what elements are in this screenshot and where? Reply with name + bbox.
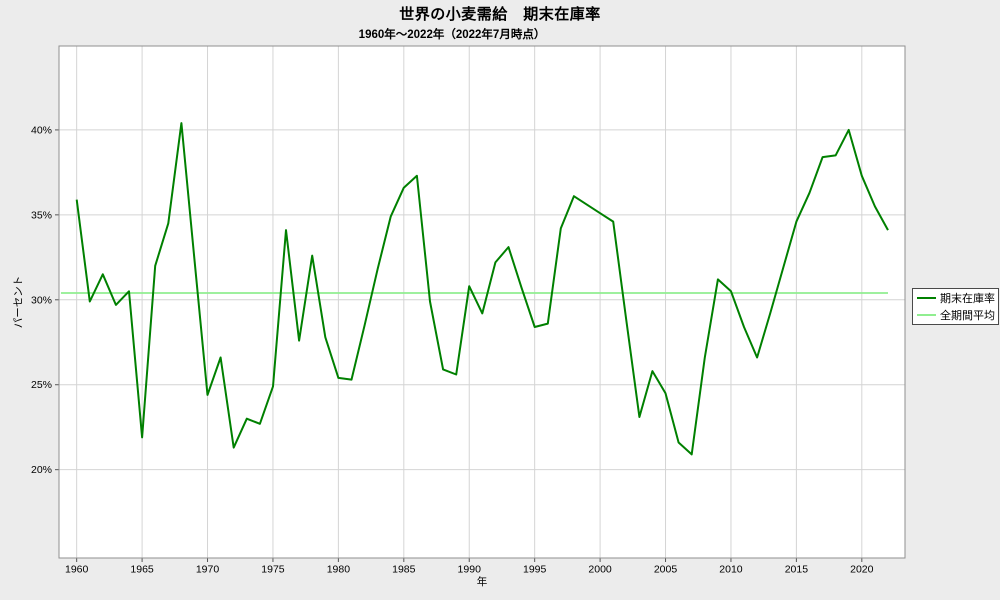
x-tick-label: 1965 [130, 564, 154, 576]
x-tick-label: 2015 [785, 564, 809, 576]
x-tick-label: 1970 [196, 564, 220, 576]
legend-label-stock-ratio: 期末在庫率 [940, 293, 995, 305]
x-tick-label: 1980 [327, 564, 351, 576]
x-tick-label: 2000 [588, 564, 612, 576]
y-tick-label: 35% [31, 209, 52, 221]
legend: 期末在庫率 全期間平均 [912, 288, 999, 325]
x-tick-label: 1990 [458, 564, 482, 576]
y-tick-label: 40% [31, 124, 52, 136]
y-tick-label: 20% [31, 464, 52, 476]
x-tick-label: 1995 [523, 564, 547, 576]
plot-background [59, 46, 905, 558]
average-line-swatch [917, 314, 936, 316]
chart-subtitle: 1960年～2022年（2022年7月時点） [358, 29, 546, 41]
x-tick-label: 1985 [392, 564, 416, 576]
x-tick-label: 1960 [65, 564, 89, 576]
legend-item-average: 全期間平均 [917, 307, 998, 323]
x-tick-label: 2005 [654, 564, 678, 576]
x-tick-label: 1975 [261, 564, 285, 576]
chart-title: 世界の小麦需給 期末在庫率 [399, 6, 601, 23]
stock-ratio-line [75, 122, 889, 456]
y-tick-label: 25% [31, 379, 52, 391]
legend-label-average: 全期間平均 [940, 310, 995, 322]
x-axis-label: 年 [476, 576, 488, 588]
y-tick-label: 30% [31, 294, 52, 306]
x-tick-label: 2020 [850, 564, 874, 576]
plot-frame [58, 45, 906, 559]
y-axis-label: パーセント [12, 275, 25, 329]
x-tick-label: 2010 [719, 564, 743, 576]
legend-item-stock-ratio: 期末在庫率 [917, 290, 998, 306]
stock-ratio-line-swatch [917, 297, 936, 299]
